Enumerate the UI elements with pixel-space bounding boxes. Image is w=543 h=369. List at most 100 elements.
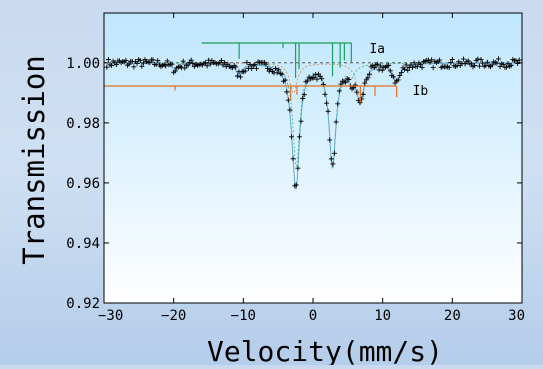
data-point	[113, 61, 119, 67]
data-point	[327, 137, 333, 143]
data-point	[233, 64, 239, 70]
data-point	[289, 134, 295, 140]
data-point	[284, 89, 290, 95]
data-point	[131, 64, 137, 70]
data-point	[397, 73, 403, 79]
data-point	[238, 74, 244, 80]
data-point	[354, 89, 360, 95]
data-point	[203, 60, 209, 66]
plot-area	[104, 13, 522, 303]
data-point	[456, 59, 462, 65]
y-tick-label: 0.92	[66, 296, 100, 312]
data-point	[411, 60, 417, 66]
x-tick-label: −10	[231, 308, 256, 324]
data-point	[263, 61, 269, 67]
data-point	[276, 67, 282, 73]
y-tick-label: 0.98	[66, 116, 100, 132]
data-point	[304, 78, 310, 84]
data-point	[253, 65, 259, 71]
data-point	[164, 58, 170, 64]
component-curve-Ia	[104, 62, 522, 167]
data-point	[417, 62, 423, 68]
data-point	[182, 65, 188, 71]
data-point	[296, 134, 302, 140]
x-tick-label: −30	[98, 308, 123, 324]
data-point	[218, 57, 224, 63]
data-point	[244, 59, 250, 65]
data-point	[126, 61, 132, 67]
data-point	[496, 56, 502, 62]
data-point	[301, 92, 307, 98]
data-point	[298, 118, 304, 124]
data-point	[137, 58, 143, 64]
data-point	[480, 60, 486, 66]
data-point	[371, 65, 377, 71]
data-point	[335, 101, 341, 107]
data-point	[505, 61, 511, 67]
data-point	[472, 62, 478, 68]
data-point	[180, 58, 186, 64]
data-point	[508, 62, 514, 68]
data-point	[489, 62, 495, 68]
data-point	[367, 71, 373, 77]
data-point	[516, 57, 522, 63]
stick-label-Ia: Ia	[369, 42, 385, 57]
data-point	[468, 61, 474, 67]
data-point	[300, 95, 306, 101]
data-point	[190, 61, 196, 67]
data-point	[242, 68, 248, 74]
data-point	[465, 58, 471, 64]
data-point	[293, 182, 299, 188]
data-point	[460, 56, 466, 62]
data-point	[163, 63, 169, 69]
y-tick-label: 0.94	[66, 236, 100, 252]
data-point	[104, 64, 110, 70]
data-point	[365, 75, 371, 81]
data-point	[169, 61, 175, 67]
data-point	[325, 108, 331, 114]
data-point	[324, 100, 330, 106]
data-point	[414, 64, 420, 70]
data-point	[295, 165, 301, 171]
data-point	[446, 64, 452, 70]
data-point	[185, 62, 191, 68]
data-point	[430, 65, 436, 71]
data-point	[140, 60, 146, 66]
data-point	[410, 64, 416, 70]
data-point	[343, 79, 349, 85]
data-point	[500, 62, 506, 68]
data-point	[387, 68, 393, 74]
data-point	[147, 60, 153, 66]
data-point	[274, 70, 280, 76]
data-point	[478, 57, 484, 63]
data-point	[395, 77, 401, 83]
data-point	[336, 88, 342, 94]
x-tick-label: −20	[161, 308, 186, 324]
data-point	[319, 76, 325, 82]
x-tick-label: 20	[444, 308, 461, 324]
data-point	[252, 62, 258, 68]
data-point	[247, 62, 253, 68]
data-point	[290, 156, 296, 162]
data-point	[333, 119, 339, 125]
data-point	[403, 62, 409, 68]
data-point	[328, 156, 334, 162]
data-point	[476, 63, 482, 69]
data-point	[311, 75, 317, 81]
data-point	[287, 107, 293, 113]
data-point	[331, 150, 337, 156]
x-tick-label: 0	[309, 308, 317, 324]
data-point	[330, 161, 336, 167]
data-point	[402, 66, 408, 72]
data-point	[515, 61, 521, 67]
data-point	[322, 91, 328, 97]
data-point	[134, 60, 140, 66]
data-point	[362, 80, 368, 86]
data-point	[405, 67, 411, 73]
data-point	[222, 60, 228, 66]
y-axis-title: Transmission	[17, 55, 51, 265]
data-point	[360, 91, 366, 97]
data-point	[352, 82, 358, 88]
data-point	[503, 64, 509, 70]
